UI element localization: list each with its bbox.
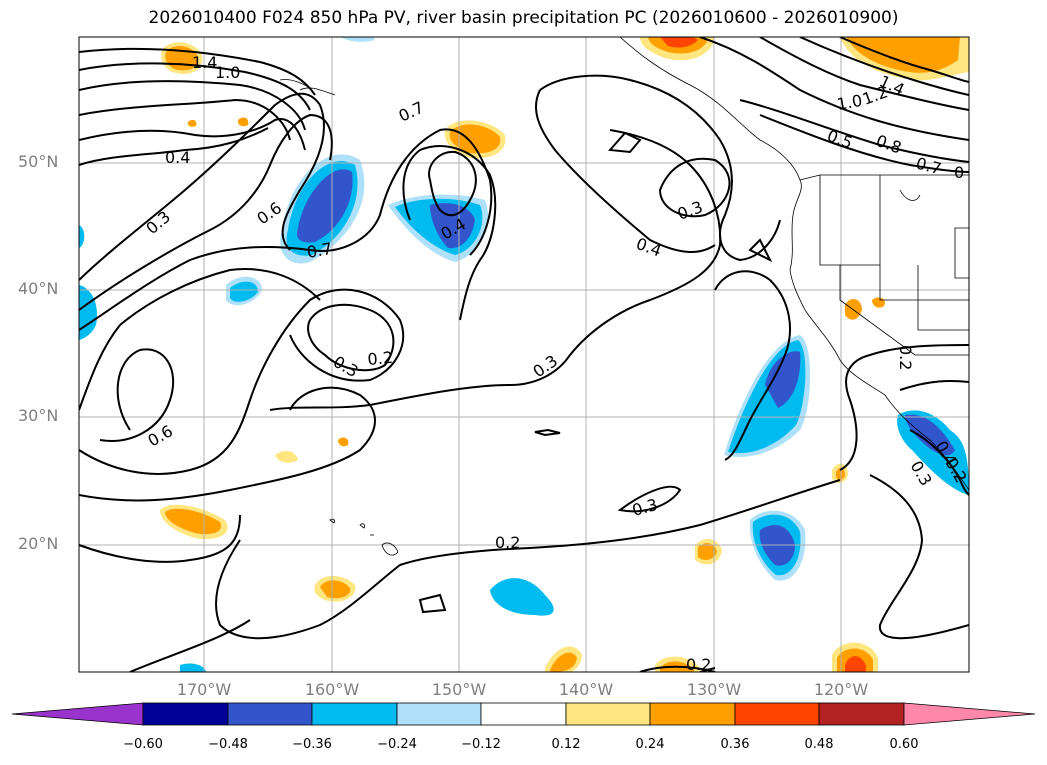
colorbar-bin xyxy=(734,702,820,726)
colorbar-tick-label: −0.36 xyxy=(292,737,332,752)
colorbar-bin xyxy=(311,702,398,726)
plot-border xyxy=(78,36,970,673)
colorbar-tick-label: −0.24 xyxy=(377,737,417,752)
colorbar-tick-label: −0.48 xyxy=(208,737,248,752)
colorbar-tick-label: −0.60 xyxy=(123,737,163,752)
lon-label: 150°W xyxy=(431,680,487,699)
lon-label: 130°W xyxy=(686,680,742,699)
colorbar-tick-label: 0.24 xyxy=(635,737,665,752)
lon-label: 140°W xyxy=(558,680,614,699)
colorbar-bin xyxy=(227,702,313,726)
contour-label: 0.7 xyxy=(305,239,333,262)
contour-label: 0.2 xyxy=(495,533,520,552)
colorbar xyxy=(11,702,1036,726)
colorbar-bin xyxy=(480,702,567,726)
colorbar-tick-label: −0.12 xyxy=(461,737,501,752)
lon-label: 160°W xyxy=(304,680,360,699)
contour-label: 0.2 xyxy=(686,655,711,674)
lat-label: 50°N xyxy=(18,152,59,171)
map-title: 2026010400 F024 850 hPa PV, river basin … xyxy=(148,8,899,28)
colorbar-extend-high xyxy=(903,702,1036,726)
contour-label: 1.4 xyxy=(192,53,217,72)
colorbar-bin xyxy=(818,702,905,726)
contour-label: 0.2 xyxy=(896,345,915,370)
contour-label: 0 xyxy=(954,163,964,182)
contour-label: 0.2 xyxy=(367,348,394,369)
lat-label: 20°N xyxy=(18,534,59,553)
lat-label: 30°N xyxy=(18,406,59,425)
colorbar-bin xyxy=(396,702,482,726)
lat-label: 40°N xyxy=(18,279,59,298)
colorbar-tick-label: 0.36 xyxy=(720,737,750,752)
pv-contours xyxy=(79,37,969,672)
colorbar-tick-label: 0.12 xyxy=(551,737,581,752)
colorbar-bin xyxy=(649,702,736,726)
colorbar-tick-label: 0.60 xyxy=(889,737,919,752)
lon-label: 120°W xyxy=(813,680,869,699)
contour-label: 1.0 xyxy=(215,63,240,82)
precip-anomaly-shading xyxy=(79,37,969,672)
colorbar-bin xyxy=(142,702,229,726)
colorbar-bin xyxy=(565,702,651,726)
map-gridlines xyxy=(79,37,969,672)
colorbar-extend-low xyxy=(11,702,144,726)
contour-label: 0.4 xyxy=(165,148,190,167)
lon-label: 170°W xyxy=(176,680,232,699)
contour-label: 1.0 xyxy=(835,91,863,114)
colorbar-tick-label: 0.48 xyxy=(804,737,834,752)
